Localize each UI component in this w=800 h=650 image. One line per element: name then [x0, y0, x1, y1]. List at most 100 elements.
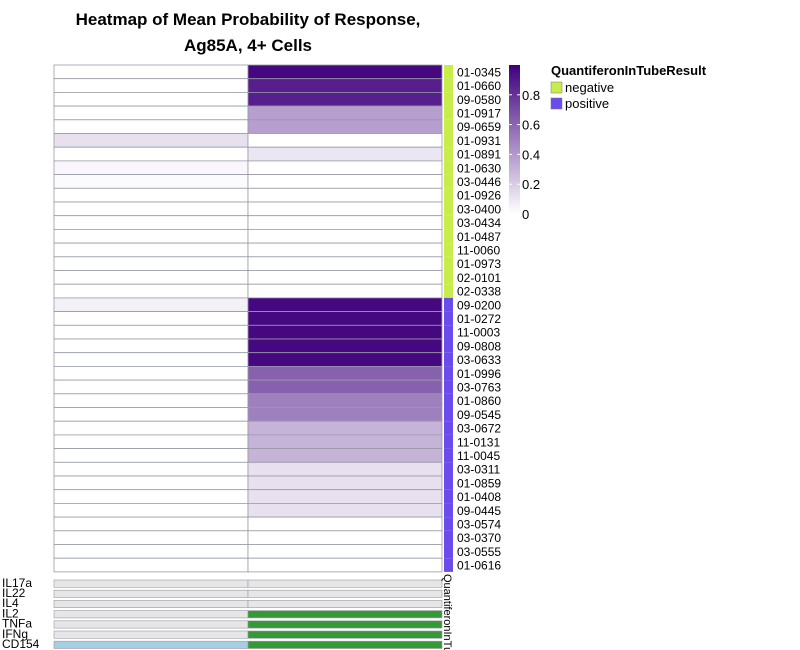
legend-swatch-negative	[550, 81, 563, 94]
cytokine-cell	[53, 630, 249, 639]
chart-title: Heatmap of Mean Probability of Response,…	[76, 10, 421, 55]
cytokine-cell	[247, 610, 443, 619]
chart-title-line-2: Ag85A, 4+ Cells	[184, 36, 312, 55]
legend-swatch-positive	[550, 97, 563, 110]
group-annotation-cell	[444, 215, 453, 230]
row-label: 01-0973	[457, 257, 501, 271]
heatmap-cell	[247, 516, 443, 532]
row-label: 09-0808	[457, 339, 501, 353]
cytokine-cell	[247, 579, 443, 588]
legend-label-positive: positive	[565, 96, 609, 111]
group-annotation-cell	[444, 517, 453, 531]
cytokine-label: TNFa	[2, 617, 32, 631]
group-annotation-cell	[444, 147, 453, 161]
row-labels: 01-034501-066009-058001-091709-065901-09…	[457, 65, 501, 572]
cytokine-cell	[53, 610, 249, 619]
heatmap-cell	[247, 64, 443, 80]
row-label: 09-0445	[457, 504, 501, 518]
group-annotation-cell	[444, 462, 453, 476]
heatmap-cell	[53, 105, 249, 121]
row-label: 11-0003	[457, 326, 500, 340]
heatmap-cell	[53, 489, 249, 504]
cytokine-cell	[53, 620, 249, 629]
group-annotation-cell	[444, 297, 453, 312]
heatmap-cell	[53, 256, 249, 271]
heatmap-cell	[53, 557, 249, 573]
heatmap-cell	[53, 133, 249, 148]
heatmap-cell	[53, 64, 249, 80]
group-annotation-cell	[444, 284, 453, 298]
heatmap-cell	[53, 201, 249, 217]
group-annotation-cell	[444, 530, 453, 545]
heatmap-cell	[53, 352, 249, 367]
heatmap-cell	[53, 475, 249, 491]
legend: 0 0.2 0.4 0.6 0.8 QuantiferonInTubeResult ne…	[509, 63, 707, 222]
group-annotation-cell	[444, 270, 453, 285]
group-annotation-cell	[444, 119, 453, 134]
row-label: 01-0345	[457, 65, 501, 79]
heatmap-cell	[53, 338, 249, 354]
color-scale-label: 0.2	[522, 177, 540, 192]
group-annotation-cell	[444, 503, 453, 518]
row-label: 01-0272	[457, 312, 501, 326]
heatmap-cell	[53, 434, 249, 449]
heatmap-cell	[247, 228, 443, 244]
heatmap-cell	[247, 270, 443, 285]
group-annotation-cell	[444, 489, 453, 504]
heatmap-cell	[247, 297, 443, 312]
group-annotation-cell	[444, 352, 453, 367]
heatmap-cell	[53, 502, 249, 518]
row-label: 01-0408	[457, 490, 501, 504]
row-label: 11-0045	[457, 449, 500, 463]
heatmap-cell	[247, 105, 443, 121]
row-label: 09-0545	[457, 408, 501, 422]
heatmap-cell	[53, 516, 249, 532]
heatmap-cell	[53, 283, 249, 299]
cytokine-label: IL2	[2, 606, 19, 620]
row-label: 03-0555	[457, 545, 501, 559]
group-annotation-cell	[444, 106, 453, 120]
heatmap-cell	[247, 242, 443, 258]
heatmap-cell	[53, 174, 249, 189]
heatmap-cell	[53, 297, 249, 312]
heatmap-cell	[53, 146, 249, 162]
heatmap-cell	[247, 283, 443, 299]
row-label: 01-0859	[457, 476, 501, 490]
row-label: 02-0101	[457, 271, 501, 285]
group-annotation-cell	[444, 393, 453, 408]
heatmap-cell	[247, 393, 443, 408]
color-scale-label: 0.6	[522, 118, 540, 133]
cytokine-label: IFNg	[2, 627, 28, 641]
heatmap-cell	[53, 215, 249, 230]
legend-label-negative: negative	[565, 80, 614, 95]
cytokine-label: IL17a	[2, 576, 32, 590]
heatmap-cell	[53, 160, 249, 175]
group-annotation-cell	[444, 476, 453, 490]
cytokine-cell	[247, 620, 443, 629]
row-label: 01-0487	[457, 230, 501, 244]
row-label: 01-0996	[457, 367, 501, 381]
row-label: 01-0917	[457, 106, 501, 120]
group-annotation-cell	[444, 202, 453, 216]
heatmap-cell	[53, 420, 249, 436]
row-label: 03-0434	[457, 216, 501, 230]
group-annotation-cell	[444, 229, 453, 244]
heatmap-cell	[247, 434, 443, 449]
cytokine-cell	[247, 640, 443, 649]
heatmap-cell	[247, 256, 443, 271]
heatmap-cell	[53, 311, 249, 326]
group-annotation-cell	[444, 133, 453, 148]
row-label: 03-0400	[457, 202, 501, 216]
heatmap-cell	[247, 448, 443, 463]
heatmap-cell	[247, 544, 443, 559]
cytokine-cell	[247, 600, 443, 609]
heatmap-cell	[247, 174, 443, 189]
group-annotation-cell	[444, 434, 453, 449]
heatmap-cell	[247, 338, 443, 354]
group-annotation-cell	[444, 325, 453, 339]
chart-title-line-1: Heatmap of Mean Probability of Response,	[76, 10, 421, 29]
cytokine-matrix	[53, 579, 443, 649]
heatmap-cell	[247, 379, 443, 395]
group-annotation-bar	[444, 65, 453, 572]
heatmap-cell	[247, 78, 443, 93]
